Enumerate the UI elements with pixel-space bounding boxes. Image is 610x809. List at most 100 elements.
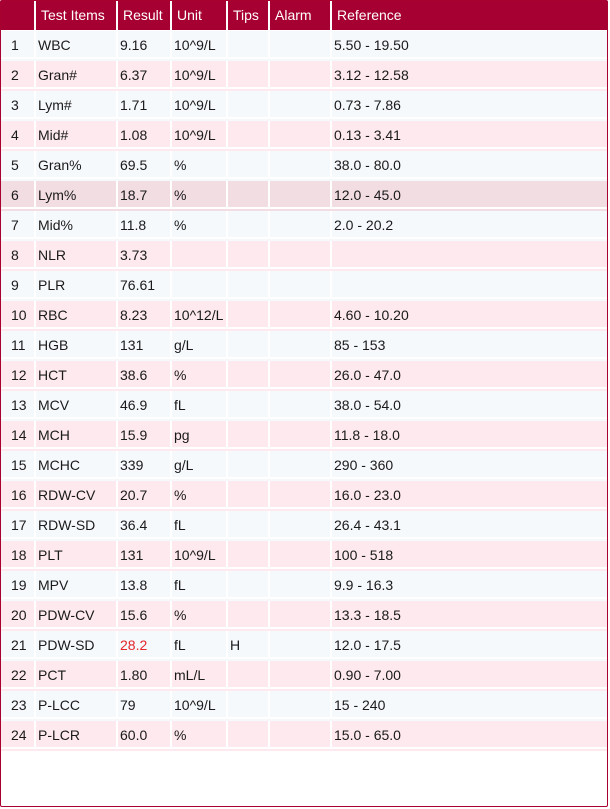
test-item-name: PLR <box>36 271 118 299</box>
alarm-value <box>270 331 332 359</box>
tips-flag <box>228 511 270 539</box>
unit-value: % <box>172 481 228 509</box>
unit-value: 10^9/L <box>172 121 228 149</box>
table-row[interactable]: 19 MPV 13.8 fL 9.9 - 16.3 <box>1 571 607 601</box>
table-row[interactable]: 4 Mid# 1.08 10^9/L 0.13 - 3.41 <box>1 121 607 151</box>
alarm-value <box>270 361 332 389</box>
alarm-value <box>270 391 332 419</box>
reference-range: 0.90 - 7.00 <box>332 661 607 689</box>
row-number: 20 <box>1 601 36 629</box>
table-row[interactable]: 16 RDW-CV 20.7% 16.0 - 23.0 <box>1 481 607 511</box>
table-row[interactable]: 10 RBC 8.23 10^12/L 4.60 - 10.20 <box>1 301 607 331</box>
row-number: 17 <box>1 511 36 539</box>
table-row[interactable]: 13 MCV 46.9 fL 38.0 - 54.0 <box>1 391 607 421</box>
test-item-name: MCHC <box>36 451 118 479</box>
alarm-value <box>270 571 332 599</box>
alarm-value <box>270 721 332 749</box>
tips-flag: H <box>228 631 270 659</box>
unit-value: 10^9/L <box>172 61 228 89</box>
table-row[interactable]: 17 RDW-SD 36.4 fL 26.4 - 43.1 <box>1 511 607 541</box>
alarm-value <box>270 271 332 299</box>
unit-value: % <box>172 181 228 209</box>
unit-value: 10^9/L <box>172 691 228 719</box>
result-value: 60.0 <box>118 721 172 749</box>
reference-range: 0.13 - 3.41 <box>332 121 607 149</box>
test-item-name: PDW-SD <box>36 631 118 659</box>
table-row[interactable]: 15 MCHC 339 g/L 290 - 360 <box>1 451 607 481</box>
reference-range: 12.0 - 17.5 <box>332 631 607 659</box>
result-value: 13.8 <box>118 571 172 599</box>
table-row[interactable]: 22 PCT 1.80 mL/L 0.90 - 7.00 <box>1 661 607 691</box>
column-header-test-items[interactable]: Test Items <box>36 1 118 30</box>
test-item-name: Lym% <box>36 181 118 209</box>
row-number: 10 <box>1 301 36 329</box>
table-row[interactable]: 1 WBC 9.16 10^9/L 5.50 - 19.50 <box>1 31 607 61</box>
column-header-tips[interactable]: Tips <box>228 1 270 30</box>
alarm-value <box>270 661 332 689</box>
test-item-name: HGB <box>36 331 118 359</box>
column-header-result[interactable]: Result <box>118 1 172 30</box>
alarm-value <box>270 691 332 719</box>
tips-flag <box>228 121 270 149</box>
unit-value: % <box>172 601 228 629</box>
table-row[interactable]: 5 Gran% 69.5% 38.0 - 80.0 <box>1 151 607 181</box>
column-header-alarm[interactable]: Alarm <box>270 1 332 30</box>
test-item-name: MCV <box>36 391 118 419</box>
table-row[interactable]: 21 PDW-SD 28.2 fL H 12.0 - 17.5 <box>1 631 607 661</box>
result-value: 1.80 <box>118 661 172 689</box>
tips-flag <box>228 421 270 449</box>
reference-range: 16.0 - 23.0 <box>332 481 607 509</box>
row-number: 5 <box>1 151 36 179</box>
alarm-value <box>270 121 332 149</box>
test-item-name: HCT <box>36 361 118 389</box>
column-header-number[interactable] <box>1 1 36 30</box>
table-row[interactable]: 23 P-LCC 79 10^9/L 15 - 240 <box>1 691 607 721</box>
result-value: 46.9 <box>118 391 172 419</box>
result-value: 3.73 <box>118 241 172 269</box>
table-row[interactable]: 14 MCH 15.9 pg 11.8 - 18.0 <box>1 421 607 451</box>
row-number: 22 <box>1 661 36 689</box>
column-header-reference[interactable]: Reference <box>337 7 402 23</box>
tips-flag <box>228 571 270 599</box>
tips-flag <box>228 331 270 359</box>
tips-flag <box>228 721 270 749</box>
reference-range: 100 - 518 <box>332 541 607 569</box>
table-row[interactable]: 12 HCT 38.6% 26.0 - 47.0 <box>1 361 607 391</box>
reference-range <box>332 241 607 269</box>
reference-range: 9.9 - 16.3 <box>332 571 607 599</box>
column-header-unit[interactable]: Unit <box>172 1 228 30</box>
result-value: 1.71 <box>118 91 172 119</box>
alarm-value <box>270 181 332 209</box>
reference-range: 15.0 - 65.0 <box>332 721 607 749</box>
result-value: 6.37 <box>118 61 172 89</box>
alarm-value <box>270 91 332 119</box>
reference-range: 3.12 - 12.58 <box>332 61 607 89</box>
table-row[interactable]: 6 Lym% 18.7% 12.0 - 45.0 <box>1 181 607 211</box>
result-value: 69.5 <box>118 151 172 179</box>
alarm-value <box>270 451 332 479</box>
result-value: 15.9 <box>118 421 172 449</box>
row-number: 2 <box>1 61 36 89</box>
row-number: 7 <box>1 211 36 239</box>
table-row[interactable]: 18 PLT 131 10^9/L 100 - 518 <box>1 541 607 571</box>
unit-value: % <box>172 151 228 179</box>
tips-flag <box>228 481 270 509</box>
table-row[interactable]: 20 PDW-CV 15.6% 13.3 - 18.5 <box>1 601 607 631</box>
unit-value: 10^9/L <box>172 31 228 59</box>
unit-value: g/L <box>172 451 228 479</box>
unit-value: fL <box>172 571 228 599</box>
table-row[interactable]: 9 PLR 76.61 <box>1 271 607 301</box>
table-row[interactable]: 24 P-LCR 60.0% 15.0 - 65.0 <box>1 721 607 751</box>
reference-range: 13.3 - 18.5 <box>332 601 607 629</box>
tips-flag <box>228 391 270 419</box>
table-row[interactable]: 3 Lym# 1.71 10^9/L 0.73 - 7.86 <box>1 91 607 121</box>
table-row[interactable]: 8 NLR 3.73 <box>1 241 607 271</box>
table-row[interactable]: 11 HGB 131 g/L 85 - 153 <box>1 331 607 361</box>
test-item-name: Mid# <box>36 121 118 149</box>
table-row[interactable]: 7 Mid% 11.8% 2.0 - 20.2 <box>1 211 607 241</box>
table-row[interactable]: 2 Gran# 6.37 10^9/L 3.12 - 12.58 <box>1 61 607 91</box>
test-item-name: PLT <box>36 541 118 569</box>
test-item-name: Mid% <box>36 211 118 239</box>
alarm-value <box>270 511 332 539</box>
alarm-value <box>270 31 332 59</box>
